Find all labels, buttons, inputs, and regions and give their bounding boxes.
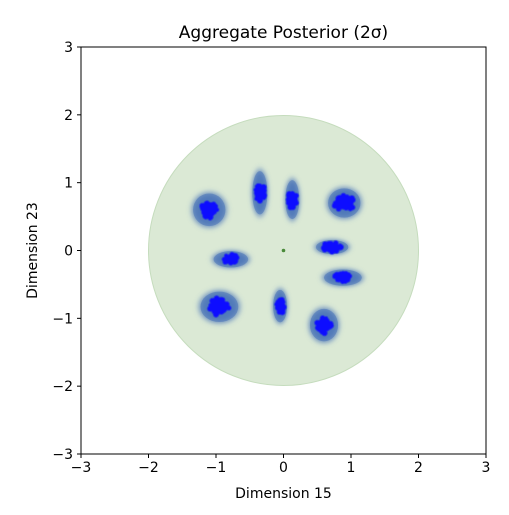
sample-point — [327, 323, 332, 328]
sample-point — [279, 299, 285, 305]
sample-point — [335, 197, 342, 204]
sample-point — [346, 272, 351, 277]
posterior-cluster — [283, 175, 302, 225]
sample-point — [228, 254, 232, 258]
chart-title: Aggregate Posterior (2σ) — [179, 23, 388, 43]
sample-point — [315, 324, 321, 330]
x-tick-label: 3 — [482, 460, 491, 476]
sample-point — [257, 197, 263, 204]
sample-blob — [285, 191, 299, 211]
sample-point — [329, 248, 335, 255]
sample-blob — [331, 193, 356, 212]
sample-point — [333, 240, 339, 246]
sample-point — [219, 297, 223, 301]
y-tick-label: −1 — [52, 311, 73, 327]
x-axis-ticks: −3 −2 −1 0 1 2 3 — [71, 454, 491, 476]
sample-point — [220, 300, 225, 305]
sample-point — [224, 307, 228, 311]
sample-point — [338, 244, 343, 249]
posterior-clusters — [189, 165, 367, 346]
sample-point — [212, 299, 218, 305]
x-tick-label: 0 — [279, 460, 288, 476]
sample-point — [200, 206, 206, 212]
sample-blob — [199, 200, 220, 221]
prior-center-point — [281, 248, 286, 253]
posterior-cluster — [195, 287, 243, 326]
sample-point — [320, 317, 324, 321]
posterior-cluster — [250, 165, 270, 220]
sample-point — [343, 205, 349, 211]
posterior-cluster — [306, 304, 342, 346]
sample-point — [334, 248, 340, 254]
sample-blob — [274, 297, 287, 316]
sample-point — [281, 304, 287, 310]
sample-point — [212, 204, 218, 211]
y-tick-label: −3 — [52, 447, 73, 463]
posterior-cluster — [209, 249, 253, 270]
y-tick-label: 2 — [64, 108, 73, 124]
sample-blob — [207, 295, 232, 318]
plot-area — [148, 115, 419, 386]
sample-point — [332, 273, 337, 278]
sample-point — [340, 271, 346, 276]
sample-point — [335, 277, 339, 282]
sample-point — [254, 194, 260, 199]
sample-point — [262, 188, 267, 193]
sample-point — [224, 301, 230, 307]
sample-point — [324, 316, 328, 320]
x-axis-label: Dimension 15 — [235, 486, 332, 502]
sample-point — [286, 192, 291, 197]
x-tick-label: −3 — [71, 460, 92, 476]
sample-point — [207, 305, 214, 312]
sample-point — [345, 195, 351, 201]
sample-point — [211, 209, 217, 215]
sample-point — [340, 193, 347, 199]
sample-point — [327, 241, 334, 247]
sample-point — [342, 278, 348, 284]
sample-point — [287, 201, 292, 205]
sample-point — [321, 247, 328, 253]
sample-point — [229, 259, 235, 265]
sample-blob — [253, 183, 268, 204]
sample-point — [314, 319, 321, 326]
sample-point — [224, 256, 229, 261]
x-tick-label: 1 — [347, 460, 356, 476]
sample-point — [253, 187, 258, 192]
x-tick-label: −1 — [206, 460, 227, 476]
sample-point — [335, 203, 339, 208]
posterior-cluster — [324, 184, 365, 222]
y-tick-label: −2 — [52, 379, 73, 395]
x-tick-label: −2 — [138, 460, 159, 476]
sample-point — [349, 204, 356, 211]
sample-point — [203, 200, 210, 207]
y-tick-label: 0 — [64, 244, 73, 260]
sample-point — [336, 206, 342, 212]
sample-point — [211, 309, 217, 315]
sample-point — [207, 214, 212, 220]
sample-blob — [321, 240, 344, 255]
posterior-cluster — [189, 189, 230, 231]
y-axis-ticks: −3 −2 −1 0 1 2 3 — [52, 40, 81, 463]
sample-point — [233, 253, 238, 258]
sample-blob — [221, 252, 240, 266]
sample-blob — [314, 315, 334, 336]
posterior-cluster — [311, 238, 353, 256]
y-tick-label: 1 — [64, 176, 73, 192]
x-tick-label: 2 — [414, 460, 423, 476]
sample-blob — [332, 271, 352, 284]
sample-point — [275, 305, 281, 311]
sample-point — [256, 183, 260, 187]
sample-point — [289, 204, 296, 210]
sample-point — [262, 196, 266, 201]
sample-point — [219, 310, 224, 315]
posterior-cluster — [319, 267, 367, 288]
y-axis-label: Dimension 23 — [25, 202, 41, 299]
y-tick-label: 3 — [64, 40, 73, 56]
posterior-cluster — [271, 285, 289, 327]
